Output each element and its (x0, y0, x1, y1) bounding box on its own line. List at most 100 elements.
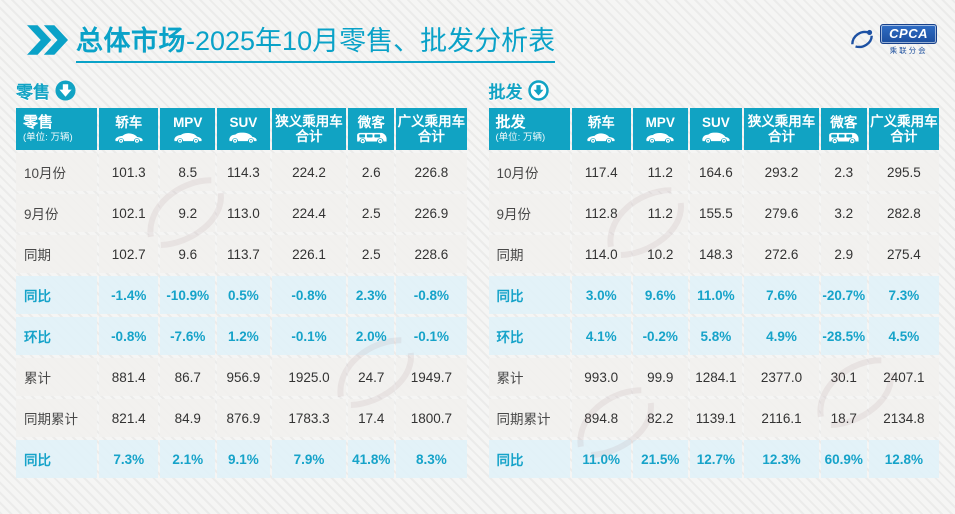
cell-value: 11.0% (689, 276, 743, 315)
table-row: 10月份 117.4 11.2 164.6 293.2 2.3 295.5 (488, 153, 939, 192)
cell-value: 876.9 (217, 399, 270, 438)
table-row: 同比 -1.4% -10.9% 0.5% -0.8% 2.3% -0.8% (16, 276, 467, 315)
cell-value: 1925.0 (271, 358, 347, 397)
wholesale-col-minibus: 微客 (820, 108, 867, 151)
cell-value: 155.5 (689, 194, 743, 233)
row-label: 10月份 (488, 153, 570, 192)
cell-value: -0.8% (271, 276, 347, 315)
row-label: 环比 (16, 317, 98, 356)
row-label: 同期累计 (488, 399, 570, 438)
cell-value: 7.6% (744, 276, 819, 315)
cell-value: 30.1 (820, 358, 867, 397)
cell-value: 102.1 (99, 194, 159, 233)
retail-col-broad-pv-total: 广义乘用车合计 (396, 108, 467, 151)
cpca-swirl-icon (851, 29, 874, 49)
cell-value: 282.8 (868, 194, 939, 233)
cell-value: -0.2% (632, 317, 688, 356)
suv-icon (229, 132, 258, 143)
cell-value: -0.1% (396, 317, 467, 356)
cell-value: -7.6% (160, 317, 216, 356)
table-row: 累计 993.0 99.9 1284.1 2377.0 30.1 2407.1 (488, 358, 939, 397)
table-row: 累计 881.4 86.7 956.9 1925.0 24.7 1949.7 (16, 358, 467, 397)
cell-value: 2.5 (348, 194, 395, 233)
cell-value: 4.5% (868, 317, 939, 356)
row-label: 同比 (488, 440, 570, 479)
cell-value: 114.3 (217, 153, 270, 192)
cell-value: 86.7 (160, 358, 216, 397)
cell-value: 99.9 (632, 358, 688, 397)
row-label: 同比 (488, 276, 570, 315)
cell-value: 10.2 (632, 235, 688, 274)
cell-value: 4.9% (744, 317, 819, 356)
cell-value: 164.6 (689, 153, 743, 192)
cell-value: 2407.1 (868, 358, 939, 397)
row-label: 10月份 (16, 153, 98, 192)
cell-value: 12.3% (744, 440, 819, 479)
double-chevron-icon (27, 25, 68, 55)
cell-value: 279.6 (744, 194, 819, 233)
cell-value: -10.9% (160, 276, 216, 315)
wholesale-section: 批发 批发 (单位: 万辆) 轿车 (487, 77, 942, 481)
cell-value: -1.4% (99, 276, 159, 315)
cell-value: 114.0 (571, 235, 631, 274)
wholesale-col-suv: SUV (689, 108, 743, 151)
row-label: 9月份 (16, 194, 98, 233)
wholesale-corner-cell: 批发 (单位: 万辆) (488, 108, 570, 151)
cell-value: 1139.1 (689, 399, 743, 438)
cpca-logo-subtext: 乘联分会 (889, 46, 928, 55)
table-row: 10月份 101.3 8.5 114.3 224.2 2.6 226.8 (16, 153, 467, 192)
cell-value: 2377.0 (744, 358, 819, 397)
cell-value: 2134.8 (868, 399, 939, 438)
retail-table: 零售 (单位: 万辆) 轿车 MPV SUV (14, 105, 469, 481)
cell-value: 293.2 (744, 153, 819, 192)
table-row: 同比 3.0% 9.6% 11.0% 7.6% -20.7% 7.3% (488, 276, 939, 315)
cell-value: 148.3 (689, 235, 743, 274)
row-label: 同期 (16, 235, 98, 274)
cell-value: 2.3% (348, 276, 395, 315)
cell-value: 2.1% (160, 440, 216, 479)
cell-value: 12.7% (689, 440, 743, 479)
cell-value: 2116.1 (744, 399, 819, 438)
wholesale-table: 批发 (单位: 万辆) 轿车 MPV SUV (487, 105, 942, 481)
cell-value: 101.3 (99, 153, 159, 192)
cell-value: 272.6 (744, 235, 819, 274)
wholesale-col-mpv: MPV (632, 108, 688, 151)
cell-value: 113.0 (217, 194, 270, 233)
cell-value: 1.2% (217, 317, 270, 356)
cell-value: 12.8% (868, 440, 939, 479)
cell-value: 17.4 (348, 399, 395, 438)
cell-value: 226.9 (396, 194, 467, 233)
cell-value: -0.8% (396, 276, 467, 315)
cell-value: 4.1% (571, 317, 631, 356)
retail-corner-label: 零售 (23, 113, 54, 131)
cell-value: 956.9 (217, 358, 270, 397)
cell-value: 275.4 (868, 235, 939, 274)
retail-section-label: 零售 (16, 82, 50, 102)
table-row: 同期累计 821.4 84.9 876.9 1783.3 17.4 1800.7 (16, 399, 467, 438)
cell-value: 8.5 (160, 153, 216, 192)
cell-value: 894.8 (571, 399, 631, 438)
table-row: 同比 7.3% 2.1% 9.1% 7.9% 41.8% 8.3% (16, 440, 467, 479)
wholesale-header-row: 批发 (单位: 万辆) 轿车 MPV SUV (488, 108, 939, 151)
cell-value: 102.7 (99, 235, 159, 274)
row-label: 同比 (16, 276, 98, 315)
cell-value: -0.1% (271, 317, 347, 356)
cell-value: 11.0% (571, 440, 631, 479)
mpv-icon (646, 132, 674, 143)
retail-corner-cell: 零售 (单位: 万辆) (16, 108, 98, 151)
cell-value: 24.7 (348, 358, 395, 397)
wholesale-corner-label: 批发 (495, 113, 526, 131)
retail-col-minibus: 微客 (348, 108, 395, 151)
cpca-logo-acronym: CPCA (880, 24, 937, 44)
cell-value: 7.3% (99, 440, 159, 479)
cpca-logo: CPCA 乘联分会 (848, 24, 937, 56)
cell-value: 112.8 (571, 194, 631, 233)
table-row: 环比 -0.8% -7.6% 1.2% -0.1% 2.0% -0.1% (16, 317, 467, 356)
cell-value: 3.2 (820, 194, 867, 233)
page-title-sub: -2025年10月零售、批发分析表 (186, 26, 556, 56)
cell-value: 226.1 (271, 235, 347, 274)
retail-col-narrow-pv-total: 狭义乘用车合计 (271, 108, 347, 151)
row-label: 累计 (16, 358, 98, 397)
cell-value: 84.9 (160, 399, 216, 438)
table-row: 9月份 102.1 9.2 113.0 224.4 2.5 226.9 (16, 194, 467, 233)
